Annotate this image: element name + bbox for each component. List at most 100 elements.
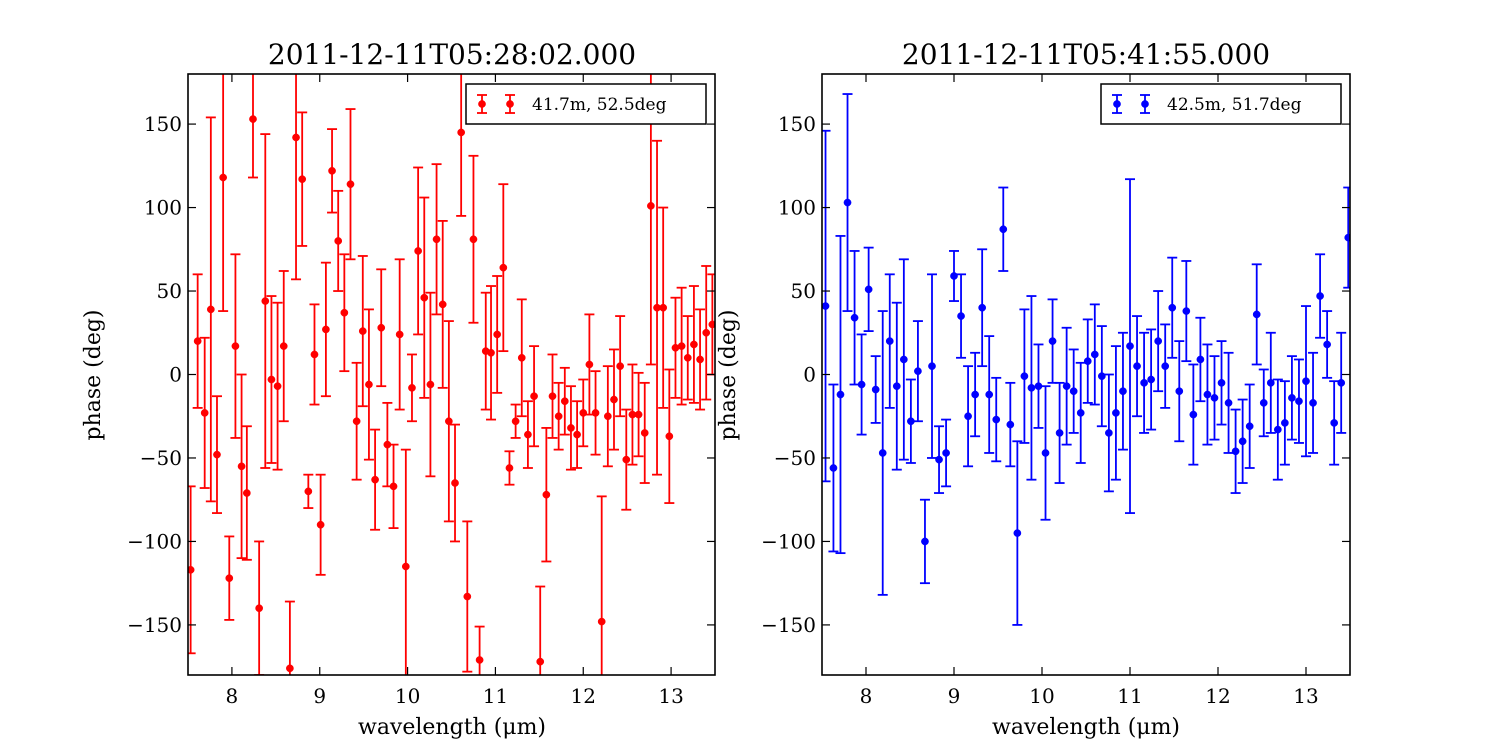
left-y-tick: −100 xyxy=(127,529,715,553)
left-data-point xyxy=(320,261,331,398)
left-data-point xyxy=(596,495,607,675)
right-x-tick-label: 8 xyxy=(860,684,873,708)
left-x-tick-label: 12 xyxy=(571,684,596,708)
left-x-tick: 8 xyxy=(226,74,238,708)
right-data-point xyxy=(949,250,959,302)
right-y-tick-label: −100 xyxy=(761,529,816,553)
right-data-point xyxy=(1301,305,1311,458)
right-data-point xyxy=(1209,355,1220,441)
right-data-point xyxy=(1167,256,1178,359)
right-data-point xyxy=(1322,310,1333,379)
right-data-point xyxy=(1195,316,1206,403)
right-data-point xyxy=(1146,328,1157,431)
left-legend-marker xyxy=(477,94,515,114)
right-data-point xyxy=(1174,340,1185,443)
right-y-tick-label: 150 xyxy=(778,112,816,136)
left-data-point xyxy=(602,365,613,468)
left-x-tick-label: 10 xyxy=(395,684,420,708)
right-data-point xyxy=(998,186,1009,272)
left-data-point xyxy=(370,428,381,531)
left-data-point xyxy=(199,336,210,489)
right-x-tick: 10 xyxy=(1029,74,1055,708)
right-x-tick: 12 xyxy=(1205,74,1231,708)
left-data-point xyxy=(450,423,461,543)
left-y-tick: 50 xyxy=(157,279,715,303)
left-data-point xyxy=(315,473,326,576)
left-data-point xyxy=(327,128,338,214)
left-data-point xyxy=(486,285,497,421)
right-data-point xyxy=(1188,363,1199,466)
right-data-point xyxy=(1047,298,1058,384)
right-x-tick: 9 xyxy=(948,74,960,708)
left-data-point xyxy=(376,268,387,388)
left-data-point xyxy=(291,74,302,281)
right-data-point xyxy=(1279,380,1290,466)
right-y-tick-label: 0 xyxy=(803,363,816,387)
right-y-tick: 100 xyxy=(778,196,1350,220)
right-data-point xyxy=(1329,380,1340,466)
left-data-point xyxy=(615,315,626,418)
left-data-point xyxy=(688,285,699,404)
left-data-point xyxy=(205,116,216,503)
left-data-point xyxy=(559,366,570,436)
left-data-point xyxy=(462,520,473,673)
left-x-tick: 10 xyxy=(395,74,420,708)
right-legend-box xyxy=(1100,83,1342,125)
right-y-tick-label: −50 xyxy=(774,446,816,470)
right-data-point xyxy=(1125,178,1135,514)
left-data-point xyxy=(224,535,235,621)
right-data-point xyxy=(919,498,930,585)
left-data-point xyxy=(394,258,405,411)
right-data-point xyxy=(1202,343,1213,446)
left-data-point xyxy=(670,296,681,399)
right-legend: 42.5m, 51.7deg xyxy=(1100,83,1342,125)
left-data-point xyxy=(278,270,289,423)
right-data-point xyxy=(1272,378,1283,481)
left-subplot: 8 9 10 11 12 13 −150 −100 −50 0 50 100 150 2011-12-1… xyxy=(81,38,716,740)
right-data-point xyxy=(891,301,902,471)
left-data-point xyxy=(572,400,583,469)
left-y-tick-label: −150 xyxy=(127,613,182,637)
left-plot-area xyxy=(188,74,715,675)
left-chart-title: 2011-12-11T05:28:02.000 xyxy=(268,38,636,71)
right-data-point xyxy=(1054,381,1065,484)
left-data-point xyxy=(400,448,411,675)
left-data-point xyxy=(230,253,241,439)
left-data-point xyxy=(639,381,650,484)
right-data-point xyxy=(1096,325,1107,428)
left-legend-box xyxy=(465,83,707,125)
right-y-tick-label: 50 xyxy=(791,279,816,303)
left-legend-glyph xyxy=(477,94,487,114)
right-data-point xyxy=(1223,351,1234,454)
left-data-point xyxy=(456,74,467,217)
left-x-tick-label: 9 xyxy=(313,684,326,708)
left-data-point xyxy=(504,450,515,486)
right-data-point xyxy=(1336,331,1347,434)
left-data-point xyxy=(535,585,546,675)
left-data-point xyxy=(474,625,485,675)
left-data-point xyxy=(529,345,540,448)
right-data-point xyxy=(1012,440,1023,626)
right-data-point xyxy=(984,335,995,454)
left-y-tick-label: −50 xyxy=(140,446,182,470)
right-data-point xyxy=(977,248,988,368)
left-data-point xyxy=(247,74,258,179)
right-data-point xyxy=(1075,361,1086,464)
right-y-tick: −150 xyxy=(761,613,1350,637)
right-y-tick-label: 100 xyxy=(778,196,816,220)
right-legend-glyph xyxy=(1112,94,1122,114)
right-data-point xyxy=(1153,290,1164,393)
right-data-point xyxy=(912,320,923,423)
right-data-point xyxy=(1005,381,1016,468)
left-data-point xyxy=(211,395,222,514)
right-data-point xyxy=(1308,351,1319,454)
left-data-point xyxy=(266,295,277,464)
left-x-tick: 11 xyxy=(483,74,508,708)
right-x-tick: 8 xyxy=(860,74,873,708)
left-data-point xyxy=(510,403,521,439)
right-data-point xyxy=(1117,331,1128,451)
left-data-point xyxy=(627,363,638,466)
right-data-point xyxy=(1237,398,1248,484)
left-data-point xyxy=(431,163,442,316)
right-data-point xyxy=(970,351,981,438)
